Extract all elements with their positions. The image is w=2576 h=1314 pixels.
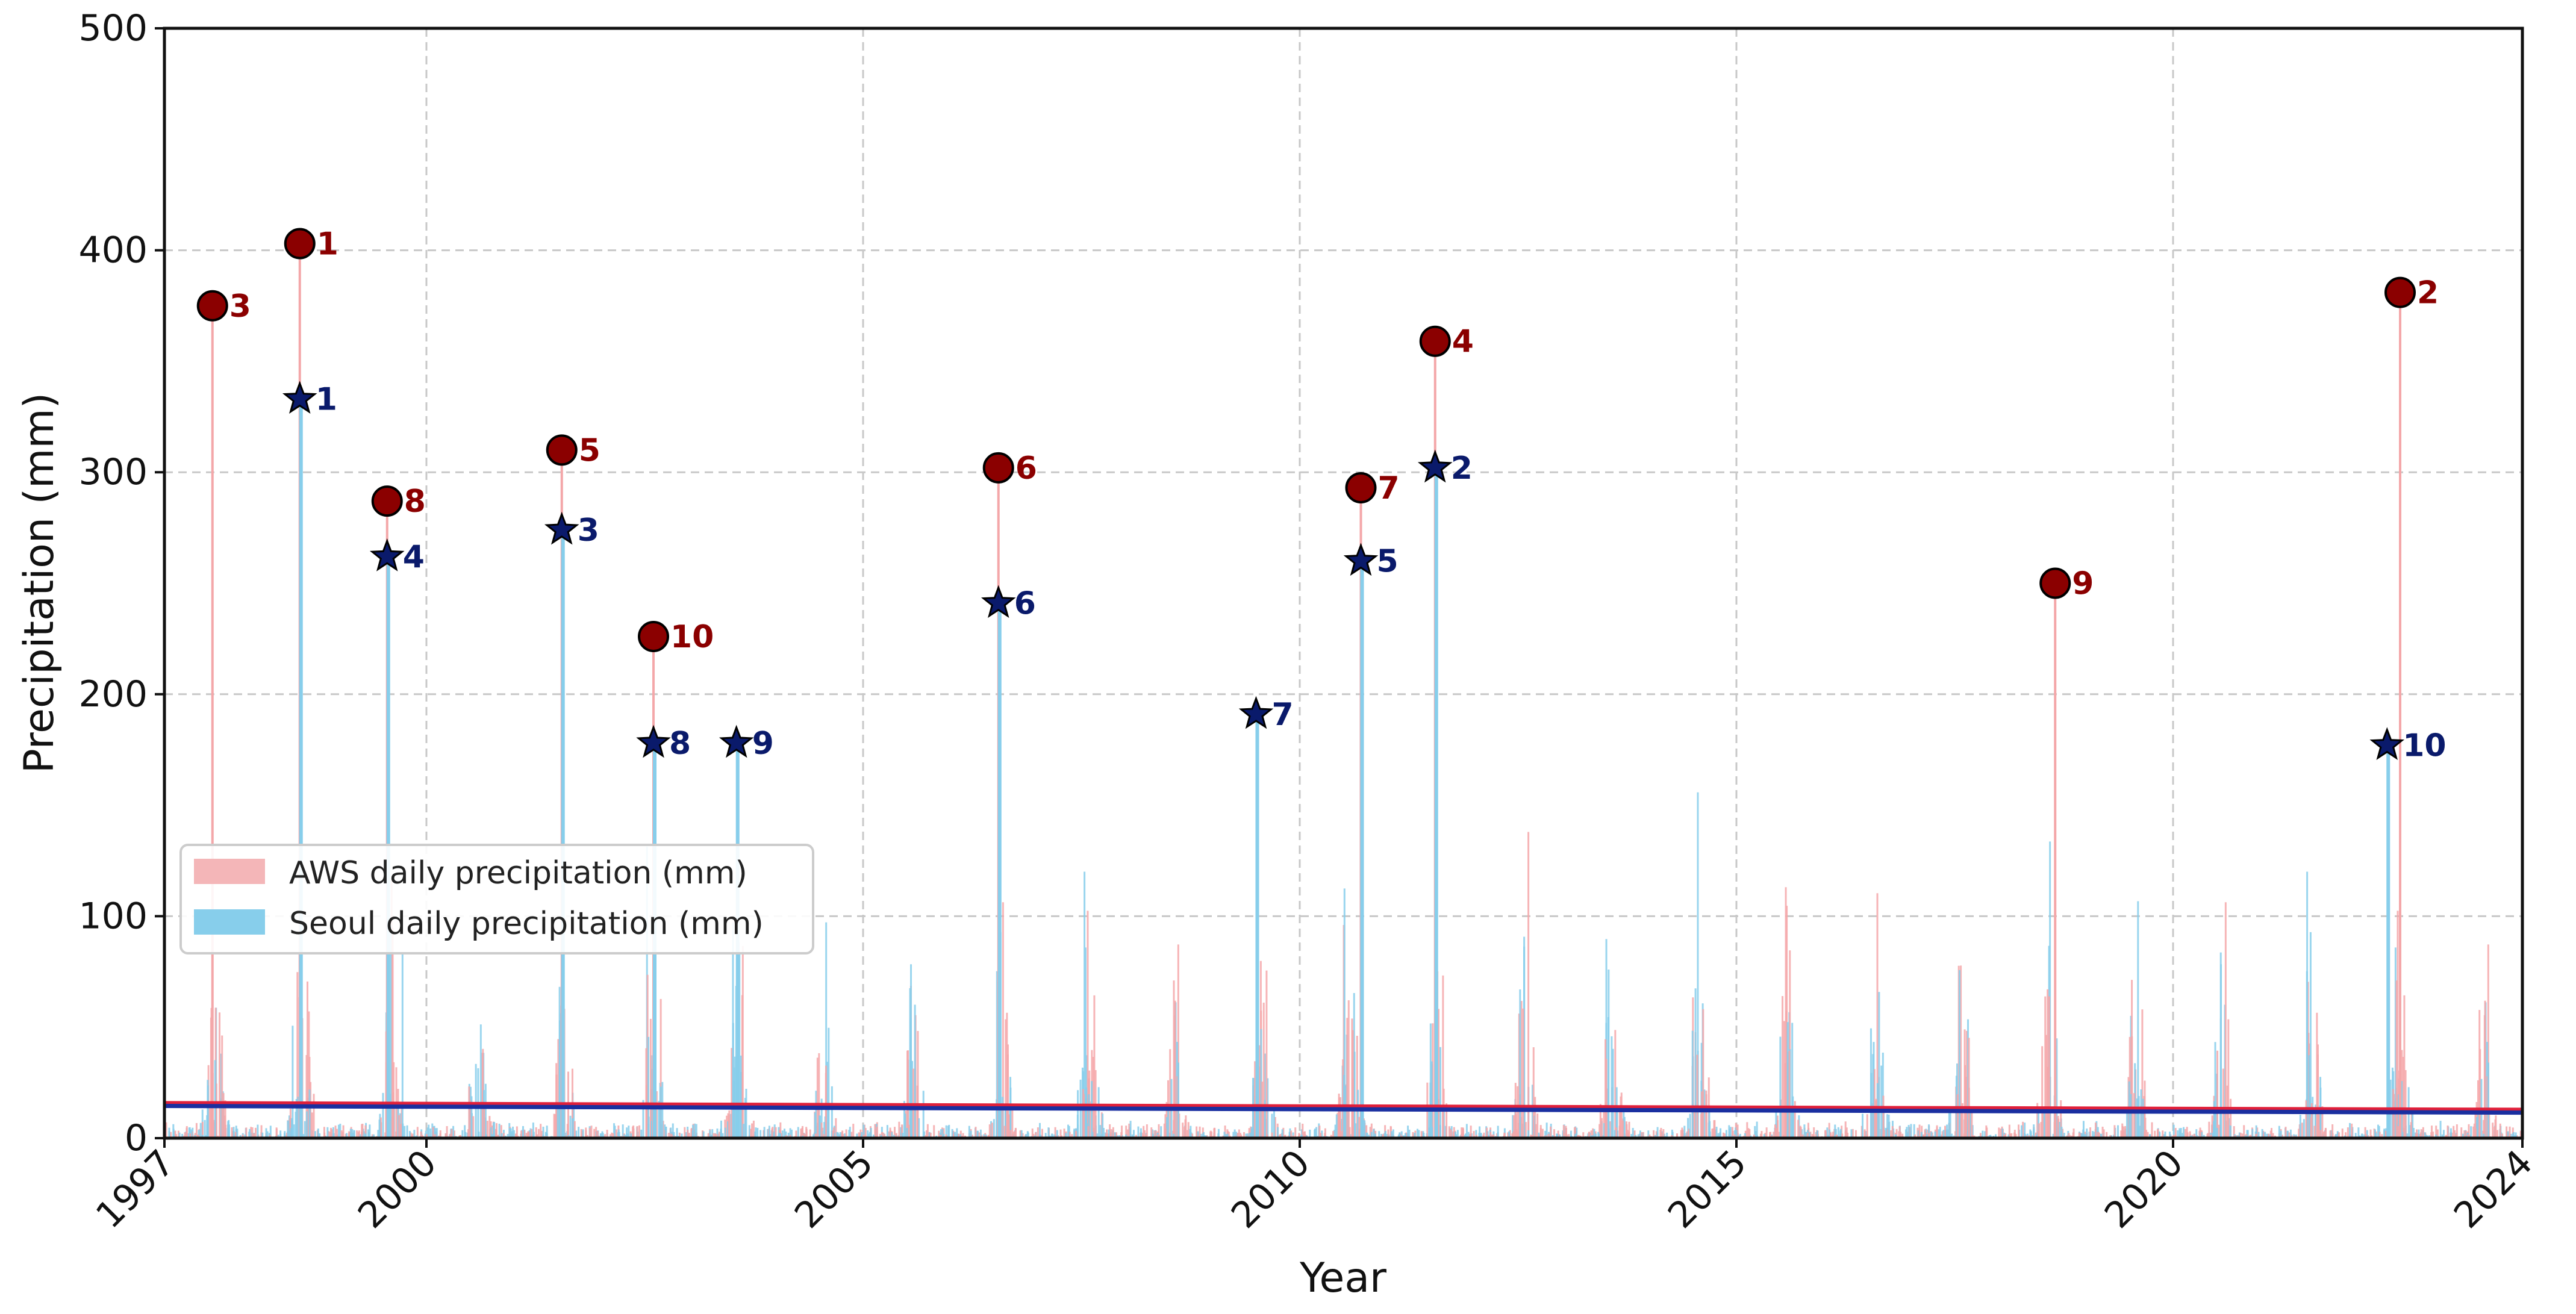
- aws-rank-label: 8: [404, 484, 426, 520]
- y-tick-label: 500: [78, 7, 148, 49]
- seoul-max-marker: [1417, 449, 1453, 483]
- aws-rank-label: 4: [1452, 324, 1474, 360]
- seoul-max-marker: [1238, 696, 1274, 729]
- top10-stems: [211, 243, 2401, 1138]
- aws-max-marker: [982, 452, 1014, 484]
- aws-rank-label: 3: [229, 288, 251, 325]
- seoul-rank-label: 6: [1014, 586, 1036, 622]
- y-tick-label: 400: [78, 229, 148, 272]
- aws-max-marker: [546, 434, 578, 466]
- aws-max-marker: [1345, 472, 1377, 504]
- seoul-rank-label: 1: [316, 382, 337, 418]
- seoul-rank-label: 5: [1377, 544, 1399, 580]
- aws-rank-label: 2: [2417, 275, 2439, 311]
- aws-rank-label: 7: [1378, 470, 1400, 506]
- legend: AWS daily precipitation (mm) Seoul daily…: [179, 844, 814, 954]
- legend-label-seoul: Seoul daily precipitation (mm): [289, 906, 764, 942]
- aws-max-marker: [284, 228, 316, 260]
- seoul-rank-label: 10: [2403, 728, 2446, 764]
- y-tick-label: 100: [78, 895, 148, 937]
- seoul-rank-label: 3: [578, 512, 599, 549]
- aws-max-marker: [2039, 567, 2071, 599]
- seoul-max-marker: [719, 724, 754, 758]
- aws-max-marker: [2384, 276, 2416, 308]
- seoul-rank-label: 9: [752, 726, 774, 762]
- aws-max-marker: [371, 485, 403, 517]
- y-axis-title: Precipitation (mm): [16, 393, 63, 773]
- seoul-rank-label: 7: [1272, 697, 1294, 733]
- aws-rank-label: 9: [2072, 566, 2094, 602]
- seoul-trend-line: [164, 1104, 2523, 1115]
- seoul-rank-label: 2: [1451, 450, 1473, 487]
- aws-max-marker: [196, 290, 228, 322]
- aws-rank-label: 10: [670, 619, 714, 655]
- y-tick-label: 200: [78, 673, 148, 715]
- plot-frame: [163, 26, 2524, 1140]
- aws-max-marker: [1419, 325, 1451, 357]
- x-axis-title: Year: [1299, 1254, 1386, 1302]
- seoul-rank-label: 8: [669, 726, 691, 762]
- seoul-max-marker: [282, 381, 317, 414]
- top10-markers: 1 2 3 4 5 6 7 8 9 10 1 2 3 4 5 6 7 8 9 10: [196, 226, 2447, 764]
- aws-trend-line: [164, 1101, 2523, 1113]
- legend-swatch-seoul: [194, 909, 265, 935]
- legend-swatch-aws: [194, 859, 265, 884]
- seoul-max-marker: [2369, 727, 2405, 761]
- seoul-max-marker: [1343, 543, 1379, 576]
- aws-rank-label: 5: [579, 432, 600, 469]
- aws-max-marker: [638, 620, 669, 652]
- trend-lines: [164, 1101, 2523, 1115]
- seoul-max-marker: [369, 538, 405, 571]
- y-axis-ticks: 0 100 200 300 400 500: [78, 7, 164, 1159]
- seoul-max-marker: [981, 585, 1016, 618]
- legend-label-aws: AWS daily precipitation (mm): [289, 855, 747, 891]
- seoul-max-marker: [636, 724, 671, 758]
- y-tick-label: 0: [125, 1117, 148, 1159]
- aws-rank-label: 6: [1015, 450, 1037, 487]
- seoul-max-marker: [544, 511, 579, 545]
- seoul-rank-label: 4: [403, 539, 425, 575]
- aws-rank-label: 1: [317, 226, 338, 263]
- y-tick-label: 300: [78, 451, 148, 493]
- legend-box: [179, 844, 814, 954]
